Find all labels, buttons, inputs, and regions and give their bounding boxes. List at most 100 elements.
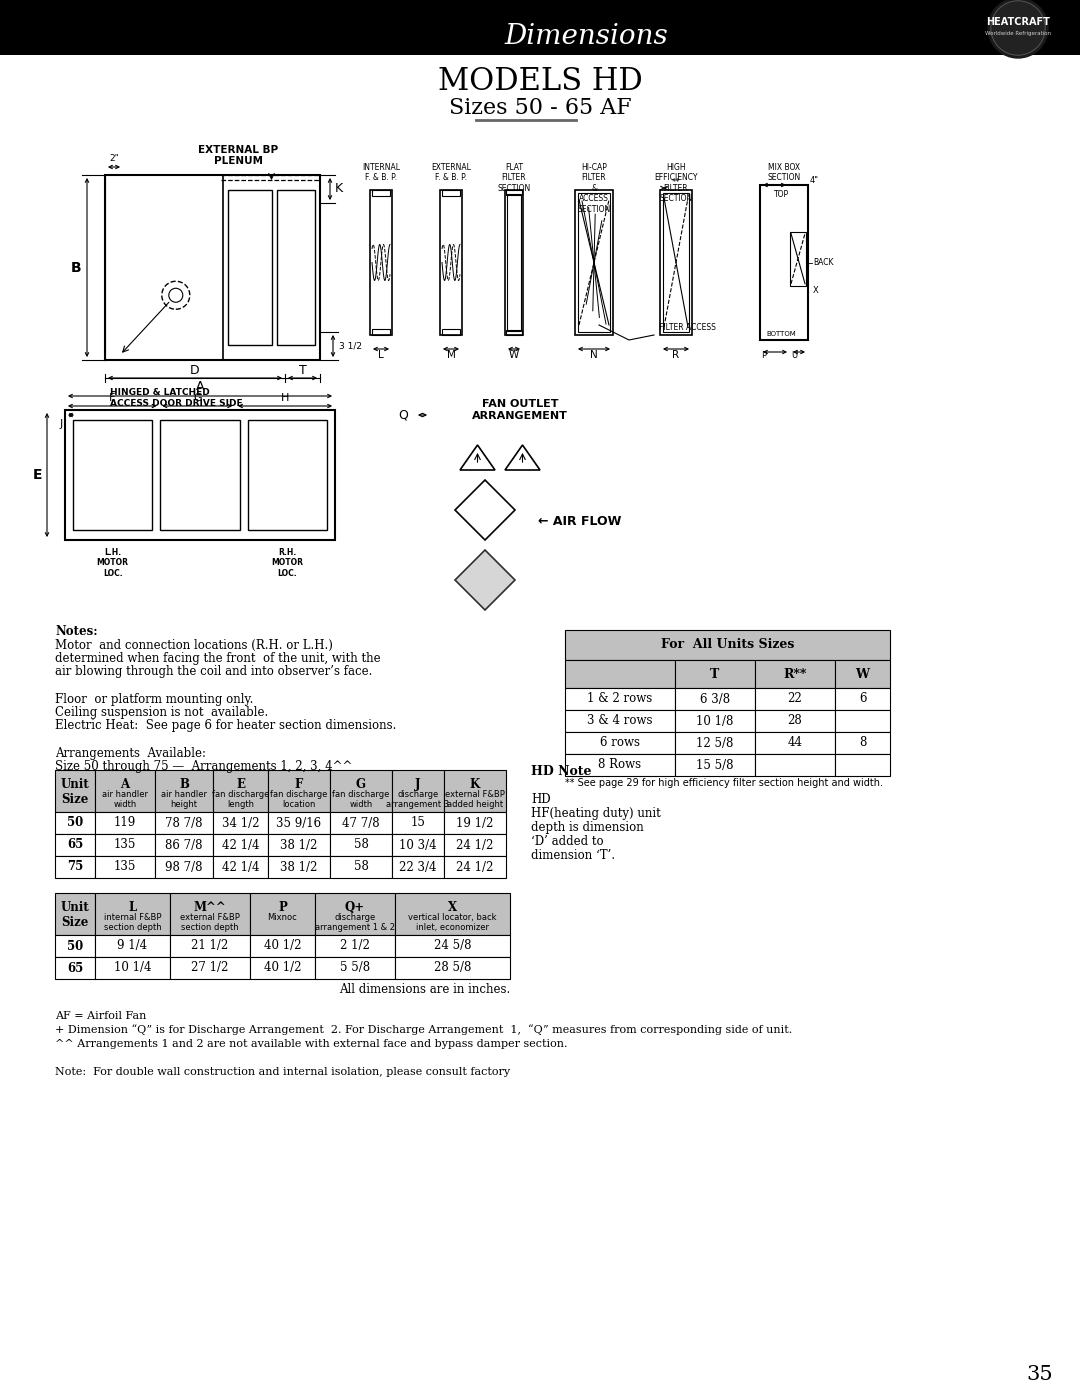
Text: Mixnoc: Mixnoc [268,914,297,922]
Bar [660,190,692,335]
Text: BACK: BACK [813,258,834,267]
Bar [156,770,213,812]
Text: 65: 65 [67,961,83,975]
Text: air handler
height: air handler height [161,789,207,809]
Bar [95,834,156,856]
Text: D: D [190,365,200,377]
Text: 40 1/2: 40 1/2 [264,940,301,953]
Bar [444,856,507,877]
Text: 15 5/8: 15 5/8 [697,759,733,771]
Text: G: G [356,778,366,791]
Bar [160,420,240,529]
Bar [444,834,507,856]
Text: 4": 4" [810,176,819,184]
Bar [392,856,444,877]
Text: 10 1/8: 10 1/8 [697,714,733,728]
Bar [835,687,890,710]
Bar [95,770,156,812]
Bar [156,856,213,877]
Text: HIGH
EFFICIENCY
FILTER
SECTION: HIGH EFFICIENCY FILTER SECTION [654,163,698,203]
Text: internal F&BP
section depth: internal F&BP section depth [104,914,161,932]
Bar [675,754,755,775]
Bar [315,893,395,935]
Text: Size 50 through 75 —  Arrangements 1, 2, 3, 4^^: Size 50 through 75 — Arrangements 1, 2, … [55,760,352,773]
Text: 24 5/8: 24 5/8 [434,940,471,953]
Text: ARRANGEMENT: ARRANGEMENT [472,411,568,420]
Text: 44: 44 [787,736,802,750]
Bar [835,754,890,775]
Text: BOTTOM: BOTTOM [767,331,796,337]
Bar [170,935,249,957]
Text: fan discharge
length: fan discharge length [212,789,269,809]
Bar [507,330,522,335]
Text: fan discharge
width: fan discharge width [333,789,390,809]
Bar [835,659,890,687]
Text: G: G [193,393,202,402]
Text: 3 & 4 rows: 3 & 4 rows [588,714,652,728]
Bar [578,193,610,332]
Text: EXTERNAL
F. & B. P.: EXTERNAL F. & B. P. [431,163,471,183]
Bar [268,770,330,812]
Bar [55,770,95,812]
Text: 58: 58 [353,838,368,852]
Bar [268,834,330,856]
Bar [835,710,890,732]
Text: ACCESS DOOR DRIVE SIDE: ACCESS DOOR DRIVE SIDE [110,400,243,408]
Text: 21 1/2: 21 1/2 [191,940,229,953]
Text: Unit
Size: Unit Size [60,778,90,806]
Text: 98 7/8: 98 7/8 [165,861,203,873]
Bar [65,409,335,541]
Text: air blowing through the coil and into observer’s face.: air blowing through the coil and into ob… [55,665,373,679]
Text: 1 & 2 rows: 1 & 2 rows [588,693,652,705]
Text: P: P [279,901,287,914]
Text: For  All Units Sizes: For All Units Sizes [661,638,794,651]
Circle shape [988,0,1048,59]
Text: 10 1/4: 10 1/4 [113,961,151,975]
Text: 22 3/4: 22 3/4 [400,861,436,873]
Text: J: J [415,778,421,791]
Text: 38 1/2: 38 1/2 [281,838,318,852]
Text: discharge
arrangement 3: discharge arrangement 3 [387,789,449,809]
Text: 2": 2" [109,154,119,163]
Bar [565,630,890,659]
Text: 135: 135 [113,838,136,852]
Text: 10 3/4: 10 3/4 [400,838,436,852]
Bar [565,754,675,775]
Text: 35 9/16: 35 9/16 [276,816,322,830]
Bar [755,687,835,710]
Text: 15: 15 [410,816,426,830]
Text: HEATCRAFT: HEATCRAFT [986,17,1050,27]
Bar [156,812,213,834]
Bar [156,834,213,856]
Text: E: E [32,468,42,482]
Bar [395,957,510,979]
Text: W: W [509,351,519,360]
Text: H: H [281,393,289,402]
Text: 12 5/8: 12 5/8 [697,736,733,750]
Text: 135: 135 [113,861,136,873]
Text: 9 1/4: 9 1/4 [118,940,148,953]
Text: Floor  or platform mounting only.: Floor or platform mounting only. [55,693,254,705]
Bar [755,659,835,687]
Text: FILTER ACCESS: FILTER ACCESS [659,323,716,332]
Text: T: T [711,668,719,680]
Text: discharge
arrangement 1 & 2: discharge arrangement 1 & 2 [315,914,395,932]
Text: F: F [295,778,303,791]
Text: J: J [59,419,63,429]
Text: 119: 119 [113,816,136,830]
Bar [789,232,806,286]
Bar [73,420,152,529]
Bar [55,856,95,877]
Text: depth is dimension: depth is dimension [531,821,644,834]
Text: PLENUM: PLENUM [214,156,262,166]
Text: N: N [590,351,598,360]
Text: 42 1/4: 42 1/4 [221,838,259,852]
Text: M: M [446,351,456,360]
Bar [249,935,315,957]
Bar [675,732,755,754]
Text: 27 1/2: 27 1/2 [191,961,229,975]
Text: X: X [813,286,819,295]
Text: R: R [673,351,679,360]
Bar [755,754,835,775]
Text: E: E [237,778,245,791]
